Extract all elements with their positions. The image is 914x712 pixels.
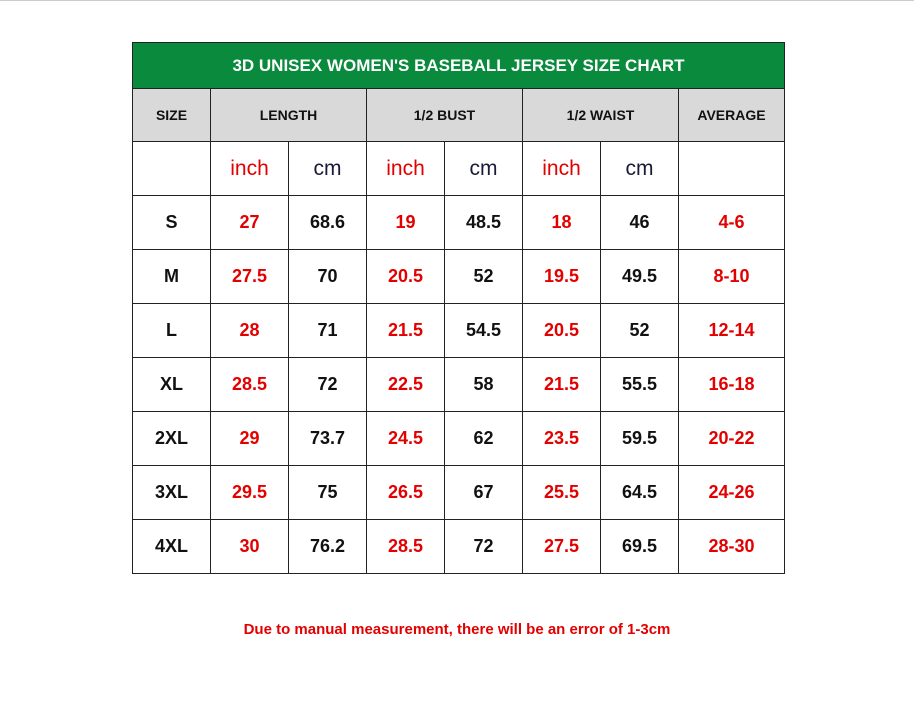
value-cell: 55.5 (600, 357, 679, 412)
size-row: S 27 68.6 19 48.5 18 46 4-6 (132, 195, 785, 250)
value-cell: 75 (288, 465, 367, 520)
value-cell: 19 (366, 195, 445, 250)
header-cell: 1/2 BUST (366, 88, 523, 142)
table-title: 3D UNISEX WOMEN'S BASEBALL JERSEY SIZE C… (132, 42, 785, 89)
size-row: 2XL 29 73.7 24.5 62 23.5 59.5 20-22 (132, 411, 785, 466)
unit-cell: inch (522, 141, 601, 196)
size-row: 4XL 30 76.2 28.5 72 27.5 69.5 28-30 (132, 519, 785, 574)
size-cell: S (132, 195, 211, 250)
empty-cell (132, 141, 211, 196)
value-cell: 23.5 (522, 411, 601, 466)
unit-row: inch cm inch cm inch cm (132, 141, 785, 196)
unit-cell: cm (444, 141, 523, 196)
size-row: M 27.5 70 20.5 52 19.5 49.5 8-10 (132, 249, 785, 304)
value-cell: 73.7 (288, 411, 367, 466)
header-cell: LENGTH (210, 88, 367, 142)
value-cell: 54.5 (444, 303, 523, 358)
value-cell: 20-22 (678, 411, 785, 466)
value-cell: 28.5 (210, 357, 289, 412)
value-cell: 20.5 (522, 303, 601, 358)
unit-cell: inch (210, 141, 289, 196)
value-cell: 46 (600, 195, 679, 250)
value-cell: 29 (210, 411, 289, 466)
value-cell: 21.5 (522, 357, 601, 412)
value-cell: 24.5 (366, 411, 445, 466)
value-cell: 72 (288, 357, 367, 412)
header-cell: SIZE (132, 88, 211, 142)
size-row: L 28 71 21.5 54.5 20.5 52 12-14 (132, 303, 785, 358)
size-table: 3D UNISEX WOMEN'S BASEBALL JERSEY SIZE C… (132, 42, 785, 574)
value-cell: 18 (522, 195, 601, 250)
size-cell: 4XL (132, 519, 211, 574)
value-cell: 21.5 (366, 303, 445, 358)
value-cell: 16-18 (678, 357, 785, 412)
header-row: SIZE LENGTH 1/2 BUST 1/2 WAIST AVERAGE (132, 88, 785, 142)
value-cell: 59.5 (600, 411, 679, 466)
value-cell: 27 (210, 195, 289, 250)
value-cell: 26.5 (366, 465, 445, 520)
empty-cell (678, 141, 785, 196)
value-cell: 8-10 (678, 249, 785, 304)
value-cell: 48.5 (444, 195, 523, 250)
value-cell: 58 (444, 357, 523, 412)
value-cell: 49.5 (600, 249, 679, 304)
value-cell: 64.5 (600, 465, 679, 520)
value-cell: 72 (444, 519, 523, 574)
value-cell: 12-14 (678, 303, 785, 358)
value-cell: 4-6 (678, 195, 785, 250)
size-row: 3XL 29.5 75 26.5 67 25.5 64.5 24-26 (132, 465, 785, 520)
unit-cell: inch (366, 141, 445, 196)
size-cell: M (132, 249, 211, 304)
value-cell: 71 (288, 303, 367, 358)
unit-cell: cm (600, 141, 679, 196)
value-cell: 52 (600, 303, 679, 358)
value-cell: 19.5 (522, 249, 601, 304)
value-cell: 68.6 (288, 195, 367, 250)
value-cell: 69.5 (600, 519, 679, 574)
header-cell: 1/2 WAIST (522, 88, 679, 142)
value-cell: 20.5 (366, 249, 445, 304)
value-cell: 29.5 (210, 465, 289, 520)
size-cell: XL (132, 357, 211, 412)
value-cell: 30 (210, 519, 289, 574)
value-cell: 25.5 (522, 465, 601, 520)
value-cell: 28 (210, 303, 289, 358)
value-cell: 24-26 (678, 465, 785, 520)
value-cell: 27.5 (210, 249, 289, 304)
footnote: Due to manual measurement, there will be… (243, 621, 671, 638)
size-row: XL 28.5 72 22.5 58 21.5 55.5 16-18 (132, 357, 785, 412)
value-cell: 67 (444, 465, 523, 520)
value-cell: 28.5 (366, 519, 445, 574)
size-cell: 3XL (132, 465, 211, 520)
value-cell: 70 (288, 249, 367, 304)
value-cell: 27.5 (522, 519, 601, 574)
size-cell: 2XL (132, 411, 211, 466)
size-cell: L (132, 303, 211, 358)
value-cell: 28-30 (678, 519, 785, 574)
value-cell: 22.5 (366, 357, 445, 412)
value-cell: 76.2 (288, 519, 367, 574)
value-cell: 62 (444, 411, 523, 466)
value-cell: 52 (444, 249, 523, 304)
unit-cell: cm (288, 141, 367, 196)
header-cell: AVERAGE (678, 88, 785, 142)
